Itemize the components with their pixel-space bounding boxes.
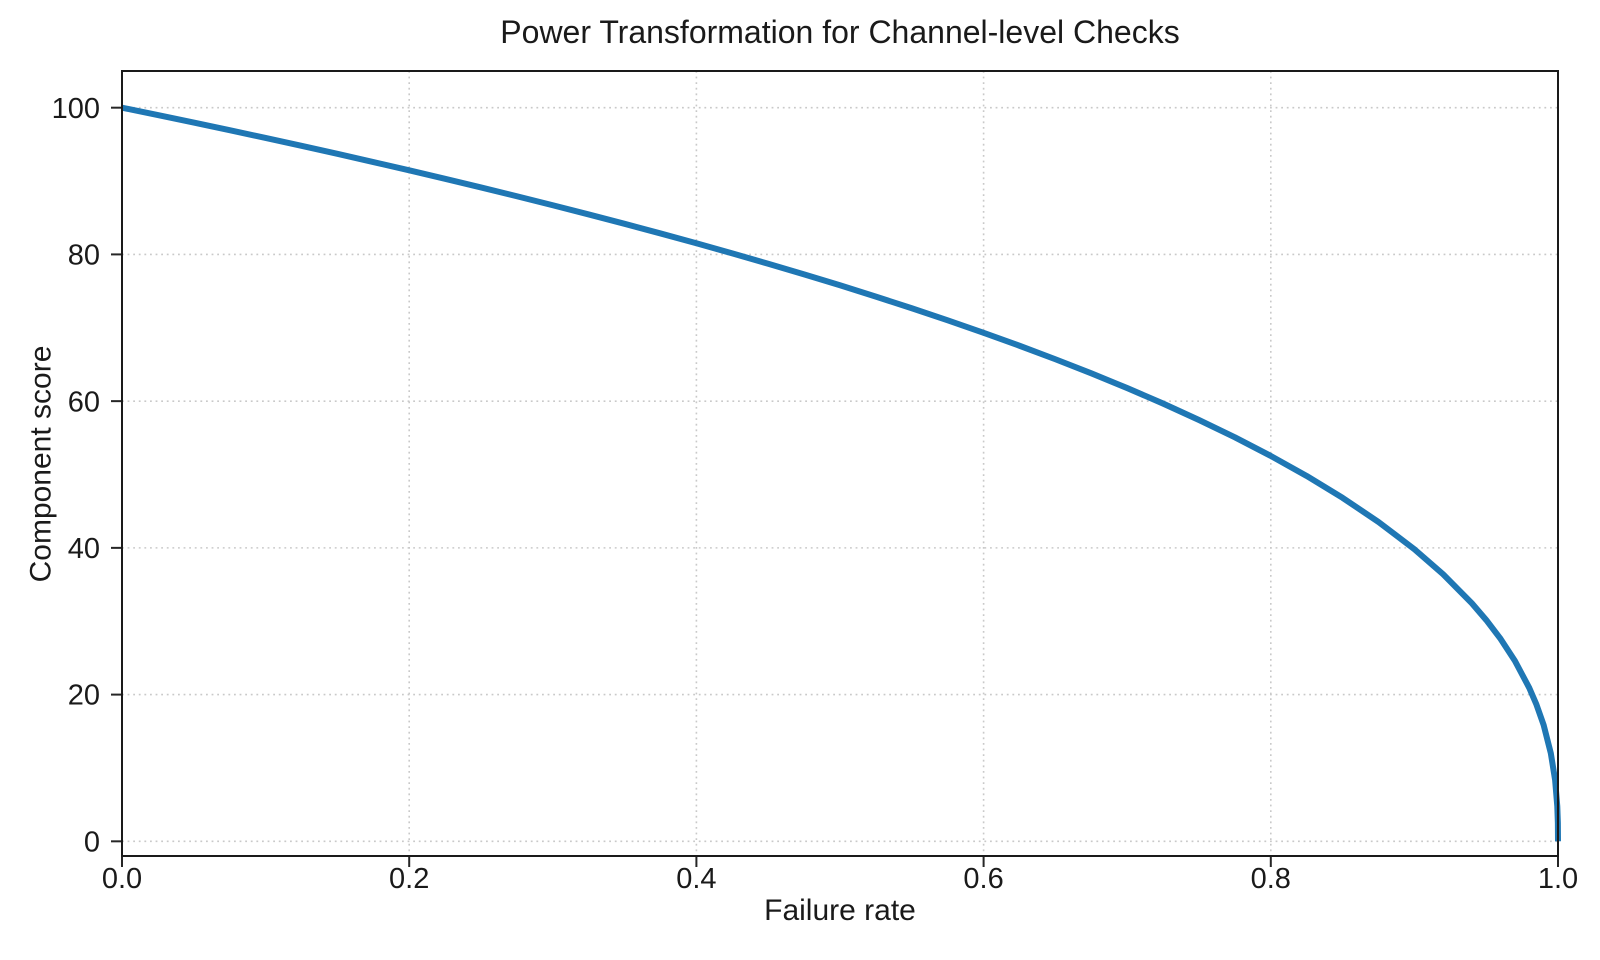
x-tick-label: 1.0 (1538, 863, 1578, 895)
y-tick-label: 60 (68, 386, 100, 418)
x-tick-label: 0.0 (102, 863, 142, 895)
x-tick-label: 0.6 (963, 863, 1003, 895)
y-tick-label: 40 (68, 533, 100, 565)
x-tick-label: 0.4 (676, 863, 716, 895)
series-line (121, 104, 1561, 842)
y-tick-label: 100 (52, 93, 100, 125)
y-tick-label: 80 (68, 240, 100, 272)
y-tick-label: 20 (68, 680, 100, 712)
plot-border (121, 70, 1559, 857)
x-tick-label: 0.8 (1251, 863, 1291, 895)
y-tick-label: 0 (84, 826, 100, 858)
x-axis-label: Failure rate (764, 894, 916, 927)
x-tick-label: 0.2 (389, 863, 429, 895)
chart-title: Power Transformation for Channel-level C… (500, 14, 1180, 50)
